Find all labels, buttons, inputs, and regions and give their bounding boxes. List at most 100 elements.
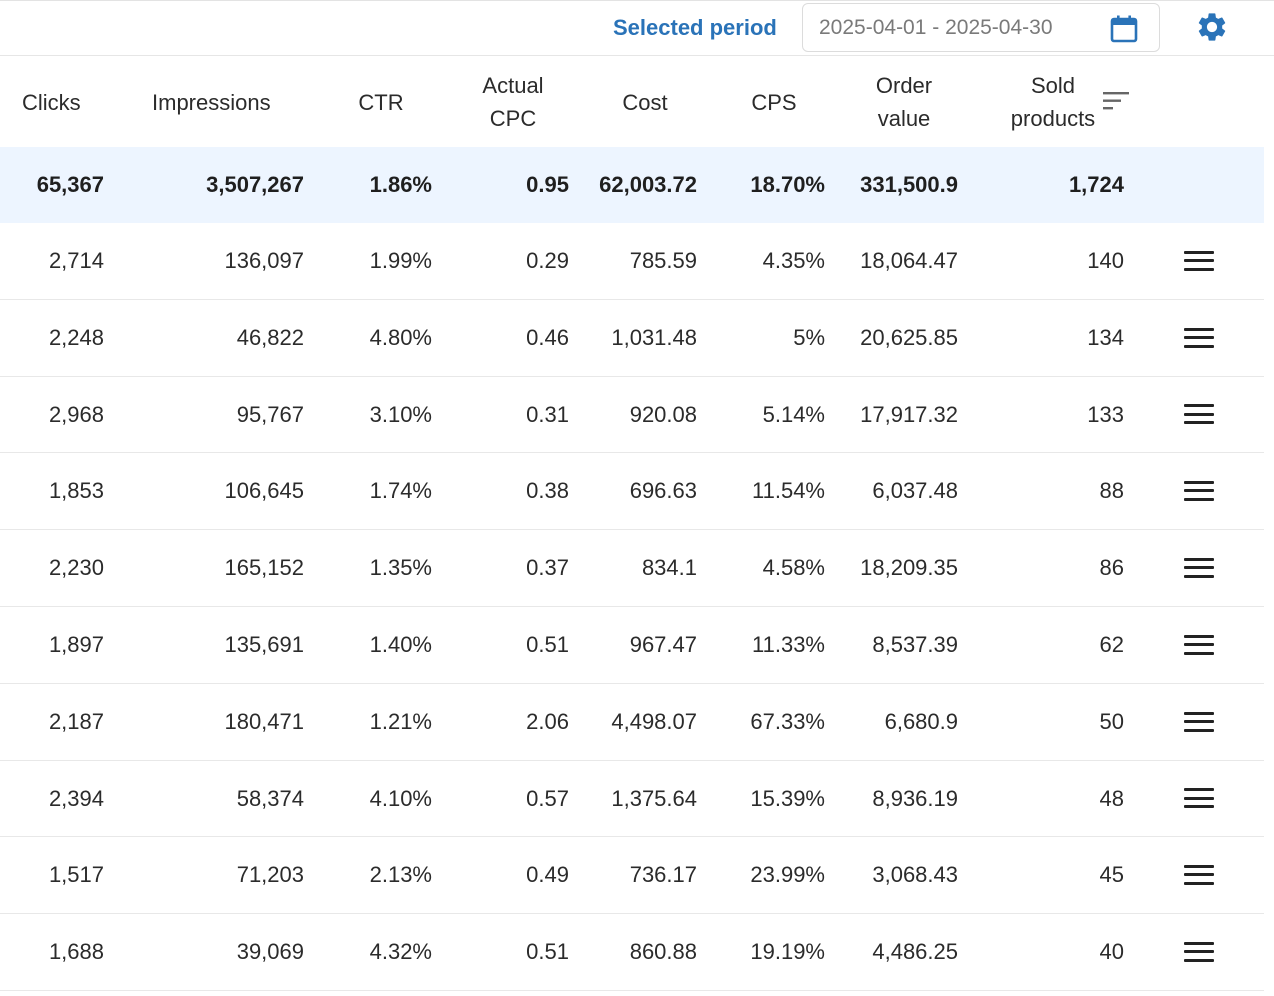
total-ctr: 1.86% [369,172,432,197]
sort-icon[interactable] [1103,90,1131,112]
column-header-cps[interactable]: CPS [751,89,797,115]
menu-icon[interactable] [1184,788,1216,812]
cell-ctr: 2.13% [369,862,432,887]
cell-cost: 696.63 [629,478,697,503]
cell-impressions: 71,203 [236,862,304,887]
cell-ctr: 4.10% [369,785,432,811]
cell-clicks: 1,897 [48,632,104,657]
cell-clicks: 2,394 [48,785,104,811]
cell-cps: 11.33% [752,632,825,657]
cell-impressions: 95,767 [236,401,304,427]
cell-impressions: 106,645 [224,478,304,503]
cell-sold-products: 40 [1099,939,1124,964]
cell-ctr: 4.80% [369,325,432,350]
cell-sold-products: 62 [1099,632,1124,657]
menu-icon[interactable] [1184,327,1216,352]
menu-icon[interactable] [1184,941,1216,966]
cell-sold-products: 88 [1099,478,1124,503]
cell-impressions: 136,097 [224,248,304,273]
cell-ctr: 1.74% [369,478,432,503]
cell-order-value: 4,486.25 [872,939,958,964]
column-header-actual-cpc[interactable]: Actual CPC [482,73,544,131]
cell-cost: 785.59 [629,248,697,273]
table-row: 2,714 136,097 1.99% 0.29 785.59 4.35% 18,064.4… [0,223,1264,300]
cell-cost: 860.88 [629,939,697,964]
cell-sold-products: 86 [1099,555,1124,580]
calendar-icon[interactable] [1109,14,1139,44]
total-order-value: 331,500.9 [860,172,958,197]
cell-clicks: 2,714 [48,248,104,273]
selected-period-label: Selected period [613,15,777,40]
cell-sold-products: 134 [1087,325,1124,350]
table-row: 2,230 165,152 1.35% 0.37 834.1 4.58% 18,209.35… [0,530,1264,607]
cell-order-value: 6,680.9 [884,709,958,734]
menu-icon[interactable] [1184,480,1216,505]
cell-sold-products: 140 [1087,248,1124,273]
cell-cps: 19.19% [750,939,825,964]
cell-actual-cpc: 0.49 [526,862,569,887]
menu-icon[interactable] [1184,404,1216,428]
cell-ctr: 1.40% [369,632,432,657]
cell-actual-cpc: 0.31 [526,401,569,427]
cell-cps: 4.35% [762,248,825,273]
cell-ctr: 3.10% [369,401,432,427]
cell-cost: 834.1 [641,555,697,580]
cell-cps: 5% [793,325,825,350]
cell-sold-products: 133 [1087,401,1124,427]
table-row: 2,187 180,471 1.21% 2.06 4,498.07 67.33% 6,680… [0,684,1264,761]
menu-icon[interactable] [1184,557,1216,582]
table-row: 2,248 46,822 4.80% 0.46 1,031.48 5% 20,625.85 1… [0,300,1264,377]
table-row: 2,968 95,767 3.10% 0.31 920.08 5.14% 17,917.32… [0,377,1264,453]
cell-cost: 920.08 [629,401,697,427]
cell-ctr: 1.35% [369,555,432,580]
cell-actual-cpc: 0.46 [526,325,569,350]
menu-icon[interactable] [1184,864,1216,889]
cell-sold-products: 48 [1099,785,1124,811]
table-row: 1,853 106,645 1.74% 0.38 696.63 11.54% 6,037.4… [0,453,1264,530]
cell-actual-cpc: 0.29 [526,248,569,273]
table-row: 1,688 39,069 4.32% 0.51 860.88 19.19% 4,486.25… [0,914,1264,991]
cell-sold-products: 45 [1099,862,1124,887]
column-header-cost[interactable]: Cost [622,89,668,115]
cell-impressions: 58,374 [236,785,304,811]
cell-actual-cpc: 0.38 [526,478,569,503]
cell-order-value: 6,037.48 [872,478,958,503]
menu-icon[interactable] [1184,634,1216,659]
cell-cps: 11.54% [752,478,825,503]
cell-order-value: 3,068.43 [872,862,958,887]
cell-clicks: 2,230 [48,555,104,580]
cell-impressions: 46,822 [236,325,304,350]
cell-clicks: 1,517 [48,862,104,887]
cell-impressions: 165,152 [224,555,304,580]
total-clicks: 65,367 [36,172,104,197]
total-sold-products: 1,724 [1068,172,1124,197]
gear-icon[interactable] [1195,10,1229,44]
cell-cost: 1,031.48 [611,325,697,350]
cell-ctr: 1.99% [369,248,432,273]
column-header-impressions[interactable]: Impressions [152,89,271,115]
cell-cost: 1,375.64 [611,785,697,811]
table-row: 2,394 58,374 4.10% 0.57 1,375.64 15.39% 8,936.… [0,761,1264,837]
cell-actual-cpc: 0.51 [526,632,569,657]
cell-order-value: 18,064.47 [860,248,958,273]
cell-cps: 67.33% [750,709,825,734]
column-header-sold-products[interactable]: Sold products [1010,73,1096,131]
column-header-order-value[interactable]: Order value [875,73,933,131]
cell-order-value: 18,209.35 [860,555,958,580]
cell-cps: 5.14% [762,401,825,427]
cell-cps: 15.39% [750,785,825,811]
menu-icon[interactable] [1184,711,1216,736]
menu-icon[interactable] [1184,250,1216,275]
date-range-value[interactable]: 2025-04-01 - 2025-04-30 [819,16,1053,39]
cell-actual-cpc: 2.06 [526,709,569,734]
cell-order-value: 8,537.39 [872,632,958,657]
column-header-ctr[interactable]: CTR [358,89,404,115]
column-header-clicks[interactable]: Clicks [22,89,81,115]
cell-cps: 4.58% [762,555,825,580]
cell-ctr: 1.21% [369,709,432,734]
cell-actual-cpc: 0.57 [526,785,569,811]
total-cost: 62,003.72 [599,172,697,197]
date-range-picker[interactable]: 2025-04-01 - 2025-04-30 [802,3,1160,52]
cell-impressions: 135,691 [224,632,304,657]
cell-clicks: 1,853 [48,478,104,503]
